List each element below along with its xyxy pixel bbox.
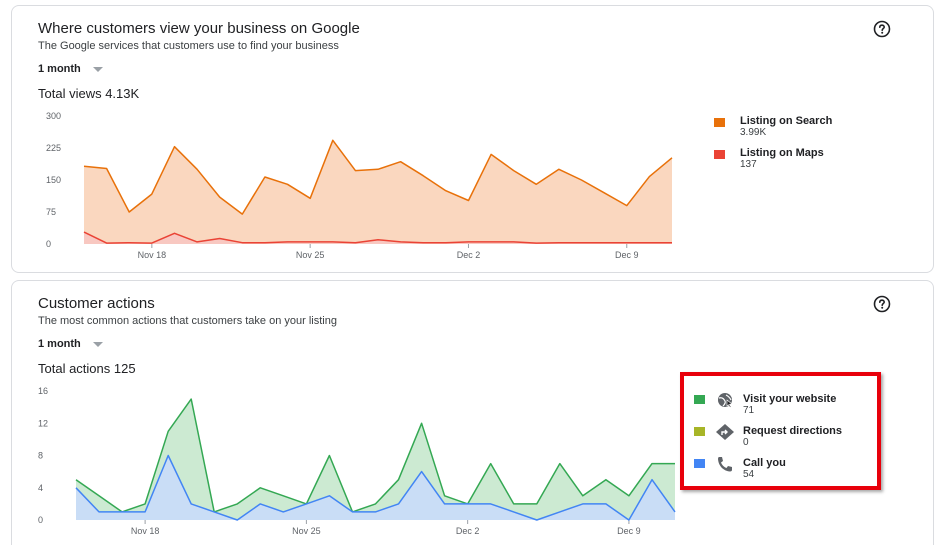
actions-ytick-label: 8	[38, 451, 43, 461]
views-period-label: 1 month	[38, 63, 81, 75]
actions-card-title: Customer actions	[38, 295, 155, 312]
views-card-title: Where customers view your business on Go…	[38, 20, 360, 37]
legend-swatch-call	[694, 459, 705, 468]
legend-swatch-directions	[694, 427, 705, 436]
legend-value: 54	[743, 469, 755, 480]
views-ytick-label: 75	[46, 207, 56, 217]
views-xtick-label: Dec 9	[615, 250, 639, 260]
globe-cursor-icon	[718, 393, 733, 408]
views-line-0	[83, 139, 673, 215]
actions-period-dropdown[interactable]: 1 month	[38, 338, 103, 350]
actions-area-0	[76, 399, 675, 520]
caret-down-icon	[92, 66, 103, 72]
actions-xtick-label: Nov 25	[292, 526, 321, 536]
views-xtick-label: Dec 2	[457, 250, 481, 260]
actions-ytick-label: 0	[38, 515, 43, 525]
views-legend: Listing on Search 3.99K Listing on Maps …	[714, 115, 914, 179]
actions-line-0	[75, 398, 675, 513]
legend-swatch-search	[714, 118, 725, 127]
help-circle-icon[interactable]	[873, 20, 891, 38]
actions-line-1	[75, 454, 676, 521]
actions-ytick-label: 12	[38, 418, 48, 428]
legend-item-search[interactable]: Listing on Search 3.99K	[714, 115, 914, 147]
actions-total: Total actions 125	[38, 361, 136, 376]
views-period-dropdown[interactable]: 1 month	[38, 63, 103, 75]
views-ytick-label: 0	[46, 239, 51, 249]
actions-ytick-label: 4	[38, 483, 43, 493]
legend-value: 0	[743, 437, 749, 448]
views-area-0	[84, 140, 672, 244]
legend-item-call[interactable]: Call you 54	[694, 454, 874, 484]
legend-swatch-maps	[714, 150, 725, 159]
legend-value: 3.99K	[740, 127, 767, 138]
views-ytick-label: 225	[46, 143, 61, 153]
views-line-1	[83, 231, 672, 244]
legend-item-maps[interactable]: Listing on Maps 137	[714, 147, 914, 179]
actions-xtick-label: Nov 18	[131, 526, 160, 536]
legend-name: Listing on Maps	[740, 147, 824, 159]
legend-name: Request directions	[743, 425, 843, 437]
legend-name: Visit your website	[743, 393, 837, 405]
legend-item-directions[interactable]: Request directions 0	[694, 422, 874, 452]
help-circle-icon[interactable]	[873, 295, 891, 313]
legend-swatch-website	[694, 395, 705, 404]
legend-name: Listing on Search	[740, 115, 833, 127]
views-card-subtitle: The Google services that customers use t…	[38, 40, 339, 52]
views-xtick-label: Nov 25	[296, 250, 325, 260]
actions-ytick-label: 16	[38, 386, 48, 396]
legend-item-website[interactable]: Visit your website 71	[694, 390, 874, 420]
actions-area-1	[76, 455, 675, 520]
legend-value: 137	[740, 159, 757, 170]
phone-icon	[718, 457, 732, 472]
views-xtick-label: Nov 18	[138, 250, 167, 260]
legend-value: 71	[743, 405, 755, 416]
actions-card-subtitle: The most common actions that customers t…	[38, 315, 337, 327]
caret-down-icon	[92, 341, 103, 347]
actions-legend-highlighted: Visit your website 71 Request directions…	[680, 372, 881, 490]
actions-xtick-label: Dec 9	[617, 526, 641, 536]
views-ytick-label: 300	[46, 111, 61, 121]
views-total: Total views 4.13K	[38, 86, 140, 101]
actions-xtick-label: Dec 2	[456, 526, 480, 536]
views-ytick-label: 150	[46, 175, 61, 185]
directions-icon	[716, 424, 734, 440]
actions-period-label: 1 month	[38, 338, 81, 350]
legend-name: Call you	[743, 457, 786, 469]
